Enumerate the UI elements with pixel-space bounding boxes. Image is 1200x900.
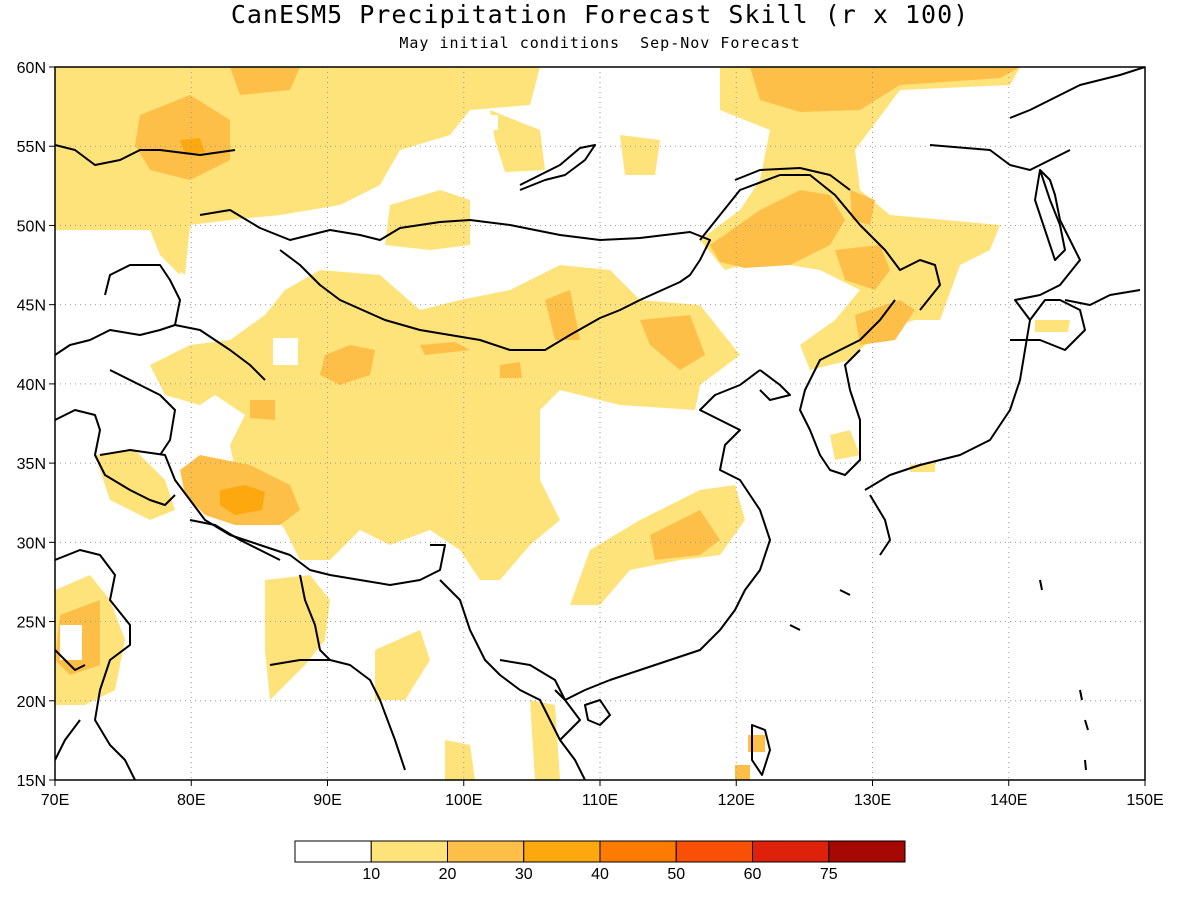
coast-liaodong: [759, 369, 791, 401]
shade-taiwan: [748, 735, 765, 752]
shade-tibet-west: [95, 450, 175, 520]
lon-tick-label: 130E: [854, 792, 891, 809]
lon-tick-label: 110E: [582, 792, 618, 809]
lat-tick-label: 35N: [17, 456, 46, 473]
hole-3: [478, 115, 498, 130]
border-burma-laos: [439, 579, 586, 780]
lat-tick-label: 15N: [17, 773, 46, 790]
shade-baikal: [490, 110, 545, 172]
border-nepal: [189, 519, 281, 561]
shade-korea: [830, 430, 860, 460]
border-kashmir: [55, 409, 176, 506]
baikal-lake: [519, 144, 596, 191]
shade-laos: [445, 740, 475, 780]
longitude-labels: 70E 80E 90E 100E 110E 120E 130E 140E 150E: [41, 780, 1164, 809]
lat-tick-label: 30N: [17, 535, 46, 552]
coast-korea: [799, 299, 896, 476]
hole-2: [60, 625, 82, 660]
coast-okhotsk: [734, 144, 1071, 191]
colorbar-swatch: [752, 840, 830, 863]
colorbar-swatch: [675, 840, 753, 863]
shade-primorye-orange: [855, 300, 915, 345]
border-china-mongolia: [199, 209, 711, 351]
colorbar-label: 40: [591, 866, 609, 883]
coast-taiwan: [751, 724, 771, 776]
map-subtitle: May initial conditions Sep-Nov Forecast: [399, 34, 801, 52]
shade-tarim-orange2: [250, 400, 275, 420]
shade-north-mongolia: [385, 190, 470, 250]
shade-hokkaido: [1035, 320, 1070, 332]
colorbar-swatch: [294, 840, 372, 863]
border-himalaya: [99, 449, 446, 586]
border-russia-china: [699, 174, 941, 311]
shade-tarim-orange: [320, 345, 375, 385]
latitude-labels: 15N 20N 25N 30N 35N 40N 45N 50N 55N 60N: [17, 60, 55, 790]
shade-kazakh-orange: [135, 95, 230, 180]
shade-south-orange: [650, 510, 720, 560]
shade-mongolia-band: [150, 225, 190, 275]
lat-tick-label: 60N: [17, 60, 46, 77]
colorbar-label: 10: [362, 866, 380, 883]
coast-hainan: [584, 699, 611, 726]
colorbar-swatch: [370, 840, 448, 863]
shade-siberia-orange: [230, 67, 300, 95]
colorbar-label: 50: [667, 866, 685, 883]
colorbar-swatch: [523, 840, 601, 863]
colorbar-label: 60: [744, 866, 762, 883]
colorbar: 10 20 30 40 50 60 75: [294, 840, 906, 883]
coast-kamchatka: [1064, 289, 1141, 306]
map-title: CanESM5 Precipitation Forecast Skill (r …: [230, 0, 970, 29]
shade-japan-south: [910, 462, 935, 472]
coast-china-east: [554, 369, 771, 701]
lat-tick-label: 40N: [17, 377, 46, 394]
colorbar-label: 30: [515, 866, 533, 883]
lon-tick-label: 90E: [313, 792, 341, 809]
shade-amur-orange: [850, 190, 875, 225]
coast-sakhalin: [1034, 169, 1066, 261]
lon-tick-label: 140E: [990, 792, 1027, 809]
coastlines: [55, 67, 1145, 780]
shade-manchuria-orange2: [835, 245, 890, 290]
shade-mongolia-orange: [545, 290, 580, 340]
lat-tick-label: 45N: [17, 298, 46, 315]
shade-burma: [265, 575, 330, 700]
lon-tick-label: 70E: [41, 792, 69, 809]
coast-india: [55, 549, 136, 780]
coast-arctic: [1009, 67, 1145, 119]
shade-gansu: [420, 342, 470, 355]
coast-japan: [864, 169, 1086, 556]
lat-tick-label: 50N: [17, 218, 46, 235]
shade-bay: [375, 630, 430, 700]
skill-shading: [55, 67, 1070, 780]
colorbar-label: 75: [820, 866, 838, 883]
shade-kazakh-core: [180, 138, 205, 155]
shade-far-east-orange1: [750, 67, 1020, 112]
shade-shaanxi: [500, 362, 522, 378]
islands-sea: [789, 579, 1089, 771]
border-bangladesh: [299, 574, 331, 661]
lon-tick-label: 150E: [1126, 792, 1163, 809]
hole-1: [273, 338, 298, 365]
coast-bay-bengal: [55, 659, 406, 771]
shade-inner-mongolia-orange: [640, 315, 705, 370]
lon-tick-label: 80E: [177, 792, 205, 809]
border-vietnam: [499, 659, 581, 741]
shade-luzon: [735, 765, 750, 780]
shade-indochina: [530, 700, 560, 780]
shade-manchuria-orange: [710, 190, 845, 268]
border-tarim: [109, 324, 266, 456]
shade-tibet-core: [220, 485, 265, 515]
colorbar-swatch: [828, 840, 906, 863]
colorbar-label: 20: [439, 866, 457, 883]
lat-tick-label: 55N: [17, 139, 46, 156]
lon-tick-label: 120E: [718, 792, 755, 809]
lon-tick-label: 100E: [445, 792, 482, 809]
lat-tick-label: 20N: [17, 694, 46, 711]
colorbar-swatch: [599, 840, 677, 863]
lat-tick-label: 25N: [17, 615, 46, 632]
colorbar-swatch: [447, 840, 525, 863]
shade-lake-area: [620, 135, 660, 175]
